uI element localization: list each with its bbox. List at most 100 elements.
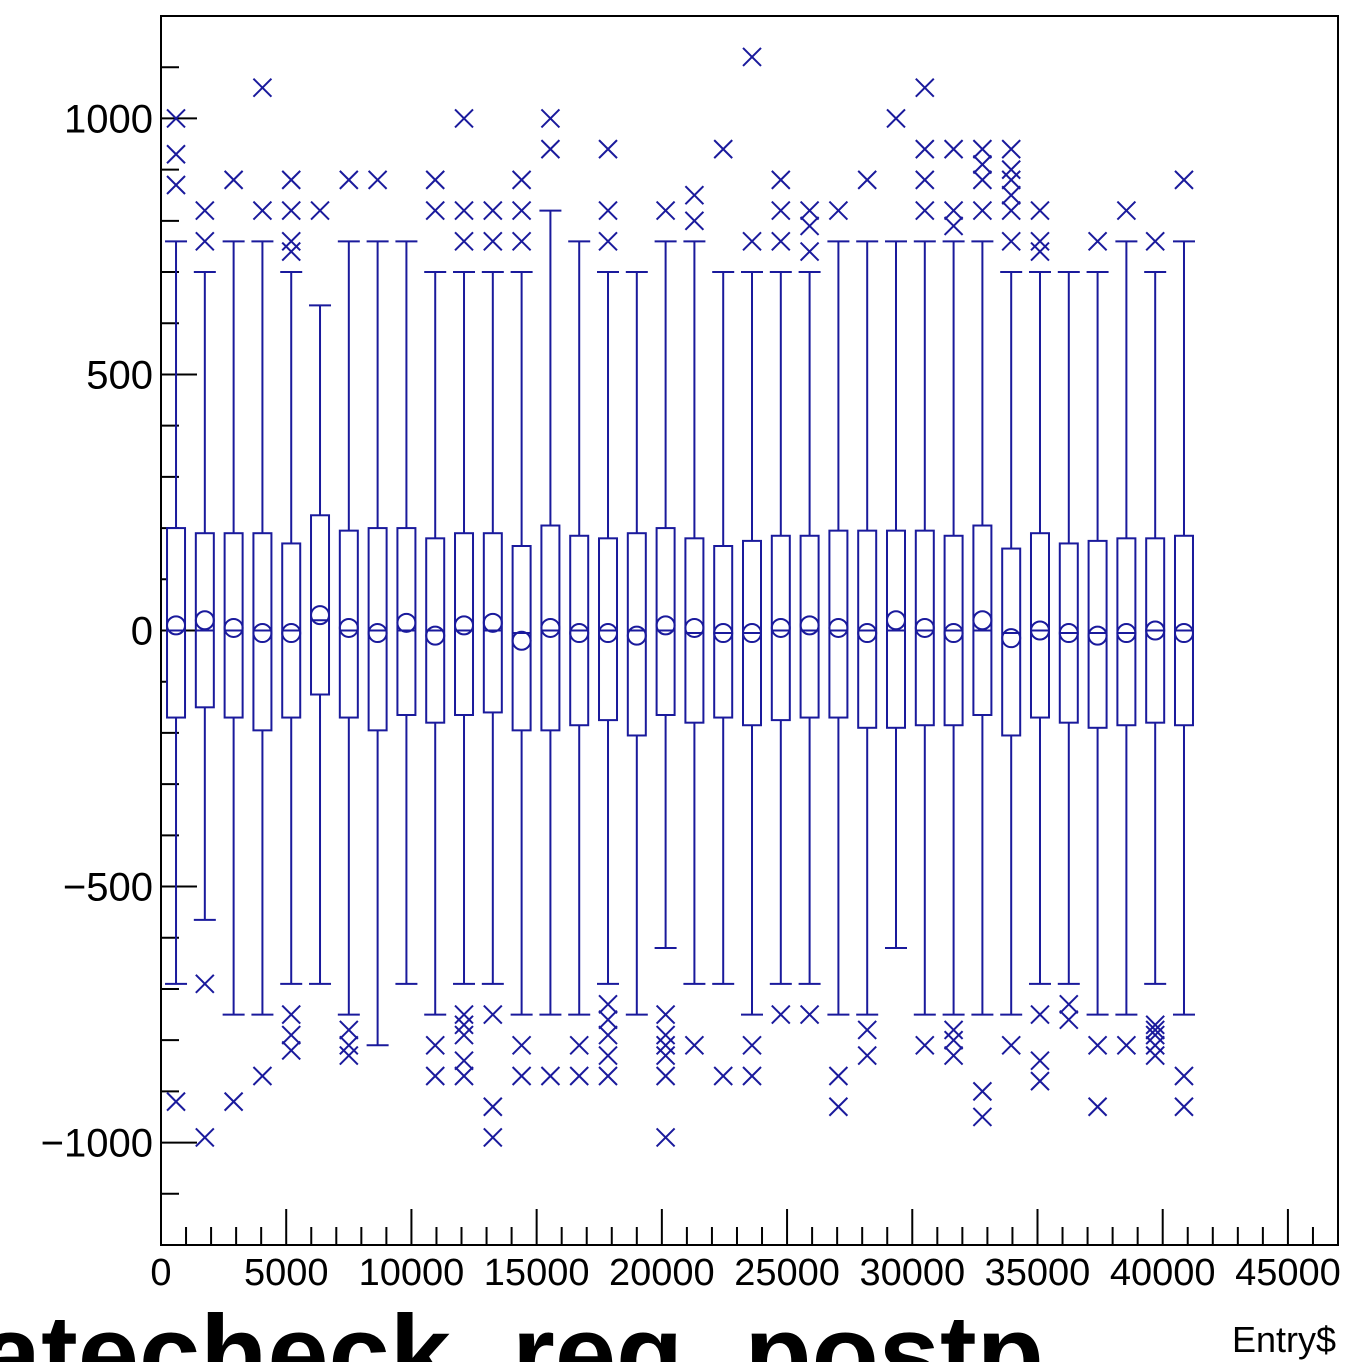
outlier-stroke [166,1091,186,1112]
outlier-stroke [1059,994,1079,1015]
outlier-stroke [540,108,561,129]
outlier-stroke [943,1030,964,1050]
outlier-marker [454,1004,474,1025]
box-body [626,532,647,737]
box-body [310,514,331,696]
outlier-stroke [598,1009,618,1030]
outlier-stroke [1087,1097,1108,1117]
outlier-stroke [771,1004,791,1025]
outlier-marker [281,1025,301,1045]
mean-marker [367,623,388,644]
box-item [798,200,821,1025]
outlier-marker [281,1040,301,1061]
outlier-marker [483,1004,503,1025]
outlier-stroke [1145,1045,1165,1066]
box-body [1116,537,1137,727]
mean-marker [482,612,503,633]
box-item [741,47,764,1086]
outlier-stroke [972,170,993,190]
outlier-marker [915,1035,935,1055]
mean-marker [1001,628,1022,649]
outlier-marker [223,170,244,190]
outlier-marker [1145,1015,1165,1035]
outlier-marker [511,1066,532,1086]
y-tick-label: −500 [63,866,153,910]
outlier-marker [742,231,762,252]
outlier-stroke [828,1066,849,1086]
outlier-marker [454,1025,474,1045]
outlier-stroke [252,1066,273,1086]
x-tick-label: 40000 [1110,1252,1216,1294]
outlier-stroke [1030,1004,1050,1025]
box-item [971,139,994,1127]
outlier-marker [483,1097,503,1117]
outlier-marker [655,200,676,221]
mean-marker [569,623,590,644]
box-item [510,170,533,1086]
box-body [914,529,935,727]
outlier-stroke [454,1066,474,1086]
outlier-marker [655,1004,676,1025]
outlier-stroke [1001,231,1021,252]
outlier-stroke [483,1127,503,1148]
outlier-marker [1030,1050,1050,1071]
outlier-stroke [281,241,301,262]
mean-marker [914,617,935,638]
outlier-stroke [943,1020,964,1040]
box-item [942,139,965,1066]
outlier-stroke [1087,231,1108,252]
box-body [1029,532,1050,719]
outlier-marker [598,1009,618,1030]
box-item [884,108,907,949]
outlier-marker [310,200,330,221]
mean-marker [655,615,676,636]
outlier-marker [828,1066,849,1086]
box-item [597,139,620,1086]
outlier-marker [742,47,762,67]
outlier-stroke [742,47,762,67]
outlier-stroke [252,77,273,98]
box-item [1086,231,1109,1117]
outlier-stroke [1116,1035,1137,1055]
outlier-marker [1174,170,1194,190]
outlier-stroke [281,1040,301,1061]
outlier-stroke [598,994,618,1015]
outlier-stroke [655,200,676,221]
outlier-marker [540,1066,561,1086]
x-tick-label: 35000 [985,1252,1091,1294]
outlier-marker [569,1035,589,1055]
mean-marker [1087,625,1108,646]
box-item [654,200,677,1148]
outlier-marker [425,200,445,221]
outlier-marker [195,200,215,221]
outlier-stroke [540,1066,561,1086]
outlier-stroke [771,170,791,190]
outlier-stroke [857,1045,877,1066]
outlier-stroke [511,1035,532,1055]
outlier-marker [1001,231,1021,252]
outlier-marker [1001,170,1021,190]
box-series [165,47,1195,1148]
outlier-stroke [483,1004,503,1025]
box-item [395,240,418,985]
outlier-marker [454,1015,474,1035]
outlier-marker [598,994,618,1015]
outlier-marker [223,1091,244,1112]
outlier-stroke [943,200,964,221]
outlier-marker [252,200,273,221]
box-body [799,534,820,719]
outlier-marker [655,1025,676,1045]
outlier-stroke [1001,200,1021,221]
outlier-marker [1087,231,1108,252]
outlier-stroke [771,231,791,252]
box-body [655,527,676,716]
outlier-marker [771,1004,791,1025]
outlier-marker [1001,185,1021,205]
outlier-marker [166,144,186,164]
outlier-stroke [886,108,906,129]
outlier-stroke [828,200,849,221]
outlier-marker [915,200,935,221]
outlier-marker [943,139,964,159]
box-body [770,534,791,722]
